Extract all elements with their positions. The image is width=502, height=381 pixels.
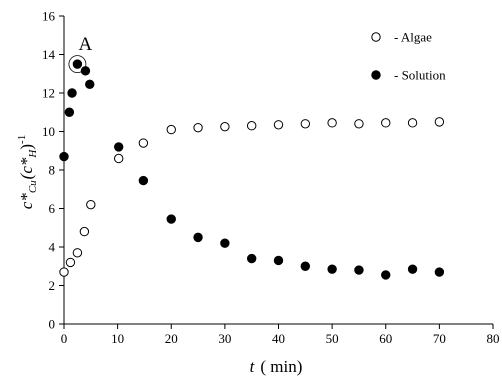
solution-point	[85, 79, 95, 90]
y-tick-label: 6	[49, 201, 56, 216]
solution-point	[381, 270, 391, 280]
axes	[63, 16, 493, 325]
y-tick-label: 12	[42, 86, 55, 101]
legend-label: - Algae	[394, 30, 432, 45]
y-axis-sub1: Cu	[27, 180, 39, 193]
x-tick-label: 30	[218, 331, 231, 346]
y-axis-open: (c*	[17, 157, 36, 179]
y-axis-c: c*	[17, 193, 36, 210]
solution-point	[138, 175, 149, 186]
x-axis-unit: ( min)	[260, 357, 302, 376]
x-tick-label: 0	[61, 331, 68, 346]
solution-point	[59, 151, 69, 162]
algae-point	[79, 226, 90, 237]
x-tick-label: 10	[111, 331, 124, 346]
annotations: A	[68, 34, 93, 74]
legend-marker	[371, 70, 381, 80]
algae-point	[407, 118, 418, 128]
algae-point	[327, 118, 337, 128]
x-tick-label: 20	[165, 331, 178, 346]
solution-point	[246, 253, 257, 264]
algae-point	[354, 119, 364, 129]
x-tick-label: 70	[433, 331, 446, 346]
solution-point	[300, 261, 311, 271]
algae-point	[300, 119, 311, 129]
ticks: 0 10 20 30 40 50 60 70 80 0 2 4 6 8 10 12 14 16	[42, 9, 500, 347]
solution-point	[113, 142, 124, 152]
solution-point	[64, 107, 75, 117]
legend: - Algae - Solution	[371, 30, 446, 83]
x-axis-title: t( min)	[250, 357, 303, 376]
algae-point	[138, 138, 149, 148]
y-axis-sup: -1	[16, 135, 28, 144]
y-tick-label: 10	[42, 124, 55, 139]
solution-point	[193, 232, 203, 243]
y-tick-label: 8	[49, 163, 56, 178]
x-axis-var: t	[250, 357, 256, 376]
x-tick-label: 50	[326, 331, 339, 346]
algae-point	[220, 121, 230, 132]
algae-point	[113, 153, 124, 164]
algae-point	[246, 121, 257, 131]
x-tick-label: 40	[272, 331, 285, 346]
y-axis-title: c*Cu(c*H)-1	[16, 135, 39, 209]
algae-point	[381, 118, 391, 128]
solution-point	[72, 59, 83, 69]
y-axis-sub2: H	[27, 149, 39, 159]
solution-point	[67, 88, 77, 98]
y-axis-close: )	[17, 144, 36, 150]
algae-point	[86, 199, 96, 210]
y-tick-label: 0	[49, 317, 56, 332]
algae-point	[166, 124, 176, 135]
solution-point	[354, 265, 364, 275]
x-tick-label: 60	[379, 331, 392, 346]
solution-point	[220, 238, 230, 248]
solution-point	[273, 255, 284, 266]
solution-point	[407, 264, 418, 274]
legend-marker	[371, 32, 381, 42]
x-tick-label: 80	[487, 331, 500, 346]
solution-point	[434, 267, 445, 277]
y-tick-label: 2	[49, 278, 56, 293]
algae-point	[59, 267, 69, 277]
y-tick-label: 14	[42, 47, 56, 62]
algae-point	[65, 257, 76, 268]
algae-point	[434, 117, 445, 127]
annotation-label: A	[79, 34, 93, 55]
data-marks	[59, 59, 445, 280]
algae-point	[193, 122, 203, 133]
algae-point	[72, 248, 83, 258]
legend-label: - Solution	[394, 68, 446, 83]
solution-point	[327, 264, 337, 274]
algae-point	[273, 120, 284, 130]
y-tick-label: 16	[42, 9, 56, 24]
annotation-ring	[68, 55, 87, 74]
solution-point	[166, 214, 176, 224]
y-tick-label: 4	[49, 240, 56, 255]
